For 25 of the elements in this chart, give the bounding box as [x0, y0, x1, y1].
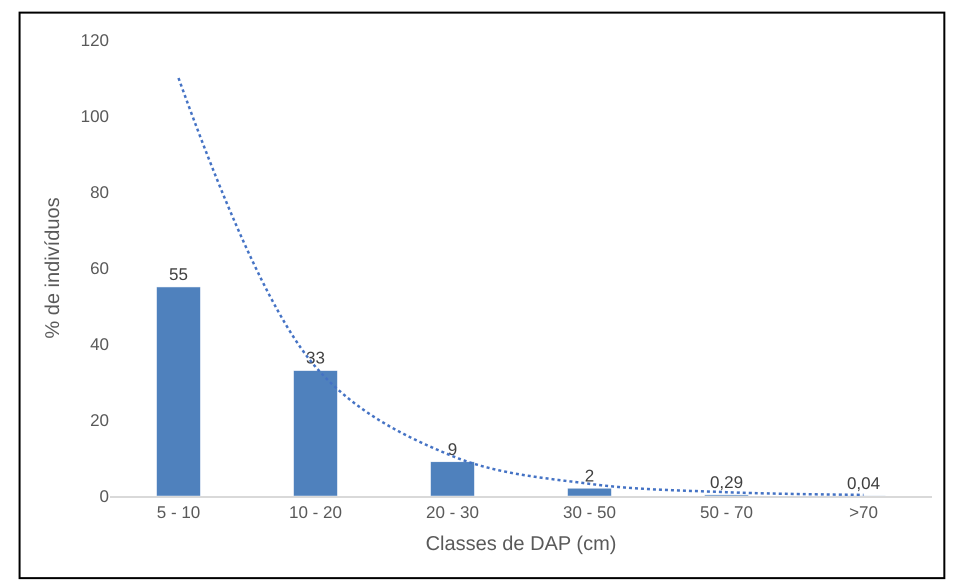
x-tick-label: 20 - 30 — [426, 503, 479, 522]
data-label: 33 — [306, 348, 325, 368]
y-tick-label: 0 — [100, 486, 109, 506]
x-tick-label: >70 — [849, 503, 878, 522]
x-tick-label: 10 - 20 — [289, 503, 342, 522]
y-tick-label: 60 — [90, 258, 109, 278]
x-tick-label: 5 - 10 — [156, 503, 200, 522]
x-axis-title: Classes de DAP (cm) — [426, 533, 616, 556]
data-label: 55 — [169, 265, 188, 284]
y-tick-label: 120 — [80, 30, 109, 50]
bar — [156, 286, 201, 496]
y-axis-title: % de indivíduos — [42, 197, 64, 339]
data-label: 0,29 — [710, 472, 744, 492]
data-label: 0,04 — [846, 474, 880, 493]
bar — [567, 488, 612, 496]
y-tick-label: 80 — [90, 182, 109, 202]
x-tick-label: 30 - 50 — [563, 503, 616, 522]
bar — [430, 462, 475, 496]
y-tick-label: 100 — [80, 106, 109, 126]
data-label: 2 — [584, 466, 594, 486]
y-tick-label: 40 — [90, 334, 109, 354]
x-tick-label: 50 - 70 — [700, 503, 753, 522]
y-tick-label: 20 — [90, 410, 109, 430]
data-label: 9 — [448, 440, 458, 459]
bar — [293, 370, 338, 496]
